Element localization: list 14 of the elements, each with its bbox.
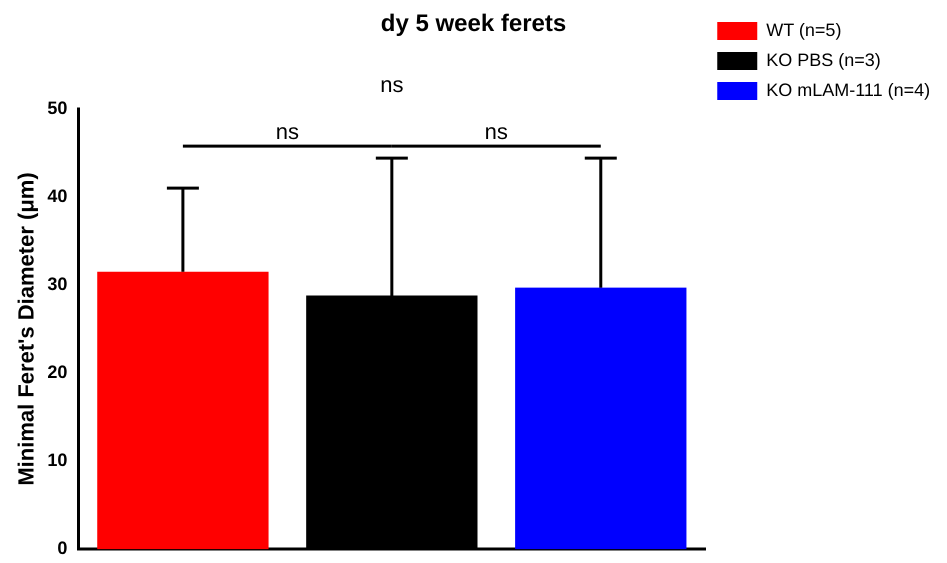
y-tick-label: 20 (47, 362, 68, 382)
text: ns (380, 72, 404, 97)
y-tick-label: 0 (57, 538, 68, 558)
chart-title: dy 5 week ferets (380, 10, 566, 38)
legend-label: KO PBS (n=3) (766, 50, 881, 70)
y-tick-label: 50 (47, 98, 68, 118)
y-tick-label: 30 (47, 274, 68, 294)
legend-label: WT (n=5) (766, 20, 842, 40)
legend-label: KO mLAM-111 (n=4) (766, 80, 930, 100)
annotation: ns (484, 119, 508, 144)
y-tick-label: 10 (47, 450, 68, 470)
y-tick-label: 40 (47, 186, 68, 206)
y-axis-title: Minimal Feret's Diameter (μm) (13, 172, 38, 486)
annotation: ns (276, 119, 299, 144)
